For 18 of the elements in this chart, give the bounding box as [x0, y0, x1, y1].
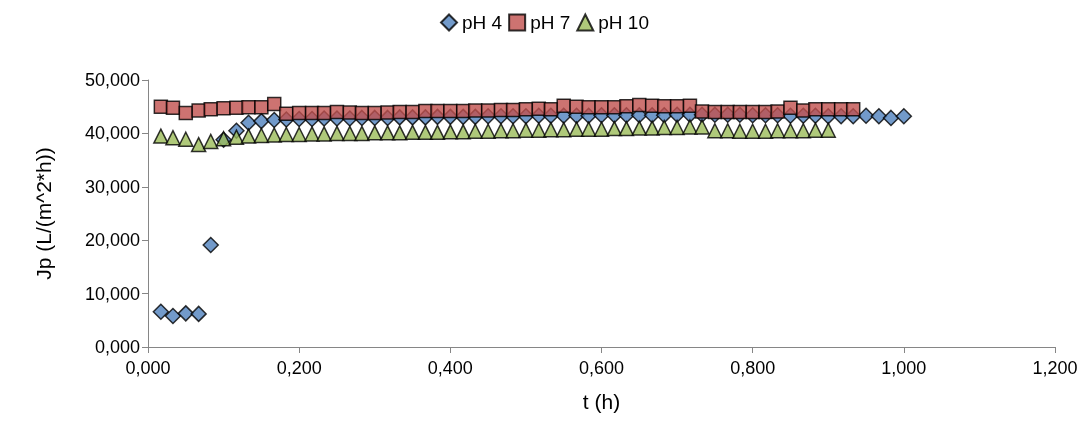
y-tick-label: 50,000 [84, 70, 140, 90]
legend-label: pH 10 [598, 12, 649, 33]
legend-label: pH 4 [462, 12, 503, 33]
y-tick-label: 10,000 [84, 283, 140, 304]
y-tick-label: 20,000 [84, 230, 140, 251]
x-tick-label: 0,800 [730, 358, 776, 378]
x-tick-label: 1,200 [1032, 358, 1078, 378]
y-tick-label: 30,000 [84, 176, 140, 197]
x-tick-label: 0,000 [125, 358, 171, 378]
x-tick-label: 1,000 [881, 358, 927, 378]
x-axis-title: t (h) [582, 390, 621, 413]
x-tick-label: 0,600 [578, 358, 625, 378]
y-axis-title: Jp (L/(m^2*h)) [32, 147, 55, 280]
x-tick-label: 0,200 [276, 358, 322, 378]
y-tick-label: 0,000 [94, 337, 140, 357]
y-tick-label: 40,000 [84, 123, 140, 144]
x-tick-label: 0,400 [427, 358, 473, 378]
legend-label: pH 7 [530, 12, 571, 33]
